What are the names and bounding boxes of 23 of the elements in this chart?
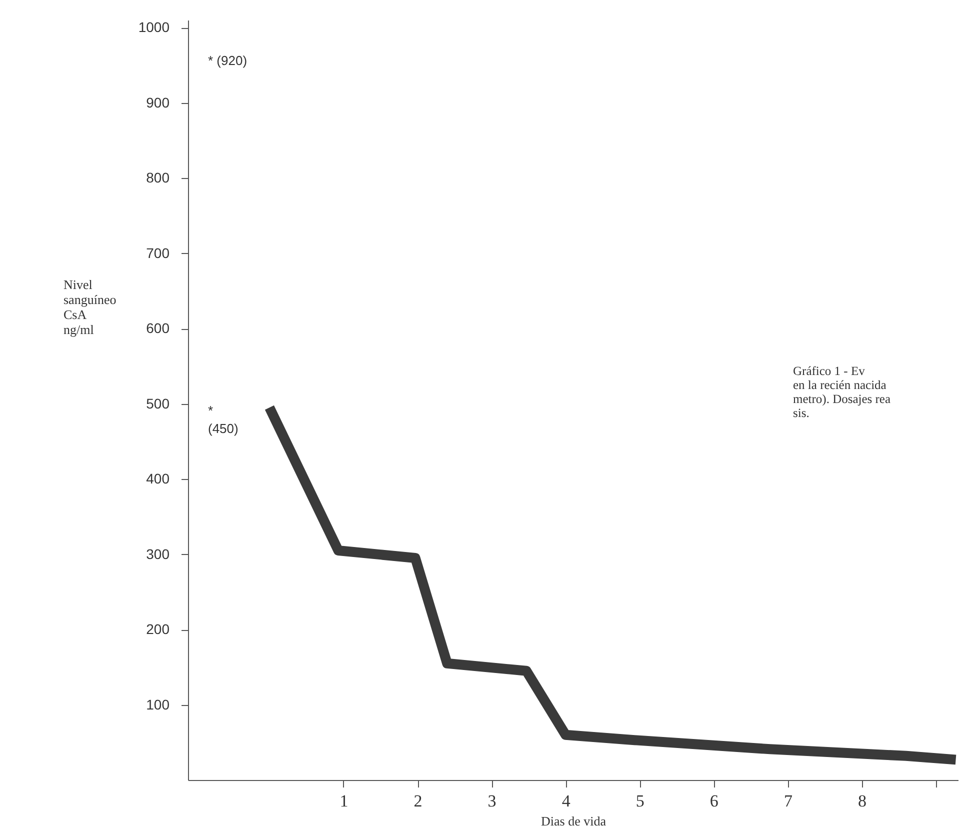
x-tick-label: 6 [710, 792, 718, 810]
x-tick-label: 2 [414, 792, 422, 810]
x-tick-label: 1 [340, 792, 348, 810]
x-tick-label: 8 [858, 792, 866, 810]
x-tick-label: 3 [488, 792, 496, 810]
y-tick-label: 600 [146, 320, 170, 336]
y-axis-title: Nivel sanguíneo CsA ng/ml [64, 276, 116, 337]
x-tick-label: 7 [784, 792, 793, 810]
x-tick-label: 5 [636, 792, 644, 810]
annotation: * (450) [208, 403, 238, 436]
annotation: * (920) [208, 53, 248, 68]
y-tick-label: 300 [146, 546, 170, 562]
y-tick-label: 1000 [138, 19, 170, 36]
y-tick-label: 800 [146, 170, 170, 186]
y-tick-label: 200 [146, 621, 170, 638]
y-tick-label: 500 [146, 395, 170, 412]
y-tick-label: 900 [146, 94, 170, 110]
y-tick-label: 400 [146, 470, 170, 487]
annotation: Gráfico 1 - Ev en la recién nacida metro). Dosajes rea sis. [793, 364, 891, 420]
x-tick-label: 4 [562, 792, 571, 810]
x-axis-title: Dias de vida [541, 814, 606, 828]
y-tick-label: 100 [146, 696, 170, 712]
y-tick-label: 700 [146, 244, 170, 261]
